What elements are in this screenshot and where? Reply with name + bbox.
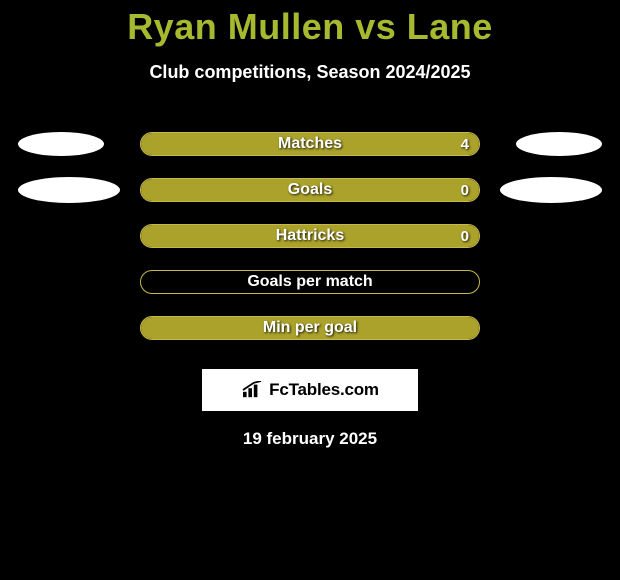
stat-row: Goals per match (0, 259, 620, 305)
stat-row: Goals0 (0, 167, 620, 213)
stat-value: 4 (461, 133, 469, 155)
stat-pill: Hattricks0 (140, 224, 480, 248)
subtitle: Club competitions, Season 2024/2025 (0, 62, 620, 83)
stats-container: Matches4Goals0Hattricks0Goals per matchM… (0, 121, 620, 351)
stat-label: Hattricks (141, 225, 479, 247)
stat-label: Goals per match (141, 271, 479, 293)
right-ellipse (516, 132, 602, 156)
left-ellipse (18, 177, 120, 203)
stat-pill: Goals per match (140, 270, 480, 294)
stat-pill: Goals0 (140, 178, 480, 202)
stat-pill: Matches4 (140, 132, 480, 156)
chart-icon (241, 381, 263, 399)
stat-label: Goals (141, 179, 479, 201)
right-ellipse (500, 177, 602, 203)
brand-text: FcTables.com (269, 380, 379, 400)
stat-row: Matches4 (0, 121, 620, 167)
stat-row: Hattricks0 (0, 213, 620, 259)
stat-pill: Min per goal (140, 316, 480, 340)
page-title: Ryan Mullen vs Lane (0, 0, 620, 48)
left-ellipse (18, 132, 104, 156)
stat-value: 0 (461, 179, 469, 201)
brand-box: FcTables.com (202, 369, 418, 411)
stat-value: 0 (461, 225, 469, 247)
stat-label: Min per goal (141, 317, 479, 339)
date-text: 19 february 2025 (0, 429, 620, 449)
stat-row: Min per goal (0, 305, 620, 351)
stat-label: Matches (141, 133, 479, 155)
